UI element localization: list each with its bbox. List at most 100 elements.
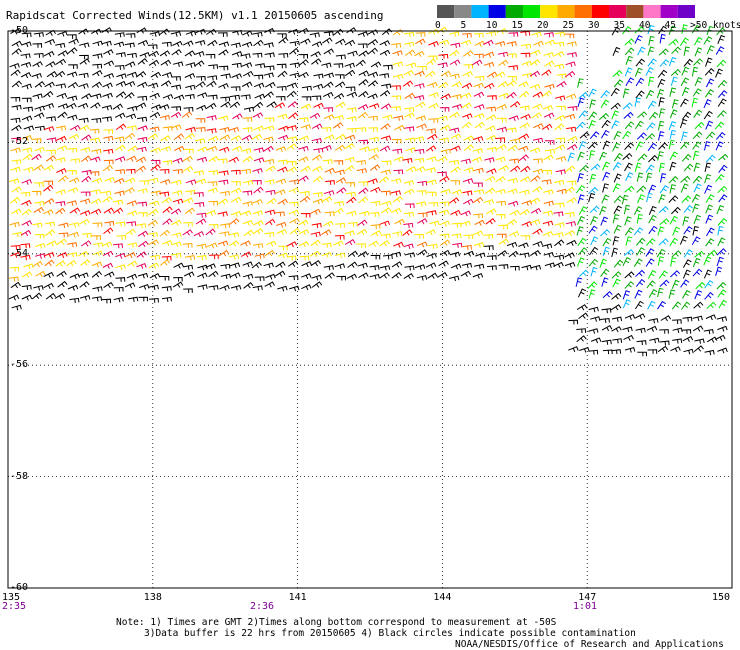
wind-barb xyxy=(509,265,520,271)
wind-barb xyxy=(367,178,378,185)
wind-barb xyxy=(577,78,584,88)
wind-barb xyxy=(21,220,33,227)
wind-barb xyxy=(668,175,679,184)
wind-barb xyxy=(368,136,379,143)
wind-barb xyxy=(251,133,263,141)
map-title: Rapidscat Corrected Winds(12.5KM) v1.1 2… xyxy=(6,9,384,22)
wind-barb xyxy=(544,83,555,90)
wind-barb xyxy=(92,286,103,292)
wind-barb xyxy=(287,101,298,108)
wind-barb xyxy=(564,70,576,78)
wind-barb xyxy=(498,264,509,270)
wind-barb xyxy=(276,229,288,236)
wind-barb xyxy=(333,93,345,100)
wind-barb xyxy=(414,166,426,173)
wind-barb xyxy=(183,288,193,294)
wind-barb xyxy=(613,130,622,140)
wind-barb xyxy=(148,200,160,207)
wind-barb xyxy=(568,346,579,353)
wind-barb xyxy=(196,255,207,261)
wind-barb xyxy=(519,209,530,216)
wind-barb xyxy=(554,41,565,47)
wind-barb xyxy=(10,147,21,154)
wind-barb xyxy=(43,209,54,216)
wind-barb xyxy=(625,172,634,182)
wind-barb xyxy=(160,145,172,152)
wind-barb xyxy=(382,254,393,260)
wind-barb xyxy=(321,242,332,248)
wind-barb xyxy=(403,41,415,48)
wind-barb xyxy=(659,218,670,226)
wind-barb xyxy=(126,273,138,280)
wind-barb xyxy=(265,218,276,226)
wind-barb xyxy=(485,125,496,132)
wind-barb xyxy=(43,282,54,290)
wind-barb xyxy=(624,346,636,353)
wind-barb xyxy=(611,292,622,300)
wind-barb xyxy=(612,161,622,171)
wind-barb xyxy=(172,61,184,67)
wind-barb xyxy=(44,229,56,237)
wind-barb xyxy=(380,135,392,142)
wind-barb xyxy=(659,33,666,44)
wind-barb xyxy=(566,239,577,246)
wind-barb xyxy=(66,200,77,206)
wind-barb xyxy=(566,126,577,132)
wind-barb xyxy=(288,47,300,55)
legend-swatch xyxy=(677,5,695,18)
wind-barb xyxy=(289,72,300,79)
wind-barb xyxy=(23,166,34,173)
wind-barb xyxy=(485,106,496,112)
wind-barb xyxy=(91,117,102,123)
wind-barb xyxy=(636,247,645,256)
wind-barb xyxy=(277,113,288,120)
wind-barb xyxy=(242,117,253,122)
wind-barb xyxy=(21,178,32,185)
wind-barb xyxy=(218,146,230,153)
wind-barb xyxy=(220,96,231,102)
wind-barb xyxy=(391,138,402,144)
wind-barb xyxy=(266,101,277,108)
wind-barb xyxy=(171,241,182,248)
wind-barb xyxy=(599,258,607,268)
wind-barb xyxy=(692,150,700,161)
wind-barb xyxy=(43,50,55,58)
wind-barb xyxy=(483,245,494,251)
wind-barb xyxy=(34,233,45,239)
wind-barb xyxy=(496,144,507,151)
wind-barb xyxy=(717,98,727,107)
wind-barb xyxy=(46,71,58,78)
wind-barb xyxy=(473,167,484,174)
wind-barb xyxy=(382,64,393,70)
wind-barb xyxy=(135,165,147,172)
wind-barb xyxy=(299,190,310,197)
wind-barb xyxy=(230,211,242,217)
wind-barb xyxy=(530,175,541,183)
wind-barb xyxy=(33,112,45,119)
wind-barb xyxy=(474,263,485,270)
wind-barb xyxy=(705,194,715,203)
wind-barb xyxy=(92,40,103,47)
wind-barb xyxy=(624,216,632,226)
wind-barb xyxy=(159,229,171,237)
wind-barb xyxy=(298,241,310,248)
wind-barb xyxy=(10,96,21,102)
wind-barb xyxy=(519,105,530,111)
note-line-1: Note: 1) Times are GMT 2)Times along bot… xyxy=(116,617,557,628)
wind-barb xyxy=(324,134,335,141)
wind-barb xyxy=(55,157,66,163)
wind-barb xyxy=(357,43,368,49)
wind-barb xyxy=(507,177,518,184)
wind-barb xyxy=(311,274,322,281)
wind-barb xyxy=(680,77,690,87)
legend-label: 25 xyxy=(562,20,574,31)
wind-barb xyxy=(148,284,159,291)
wind-barb xyxy=(207,187,218,194)
wind-barb xyxy=(321,126,332,132)
wind-barb xyxy=(205,210,217,216)
wind-barb xyxy=(10,251,21,258)
wind-barb xyxy=(417,241,428,248)
wind-barb xyxy=(602,237,612,247)
wind-barb xyxy=(392,50,403,56)
wind-barb xyxy=(115,144,126,151)
